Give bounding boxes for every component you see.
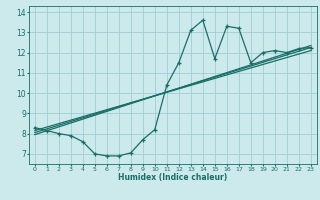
X-axis label: Humidex (Indice chaleur): Humidex (Indice chaleur) — [118, 173, 228, 182]
